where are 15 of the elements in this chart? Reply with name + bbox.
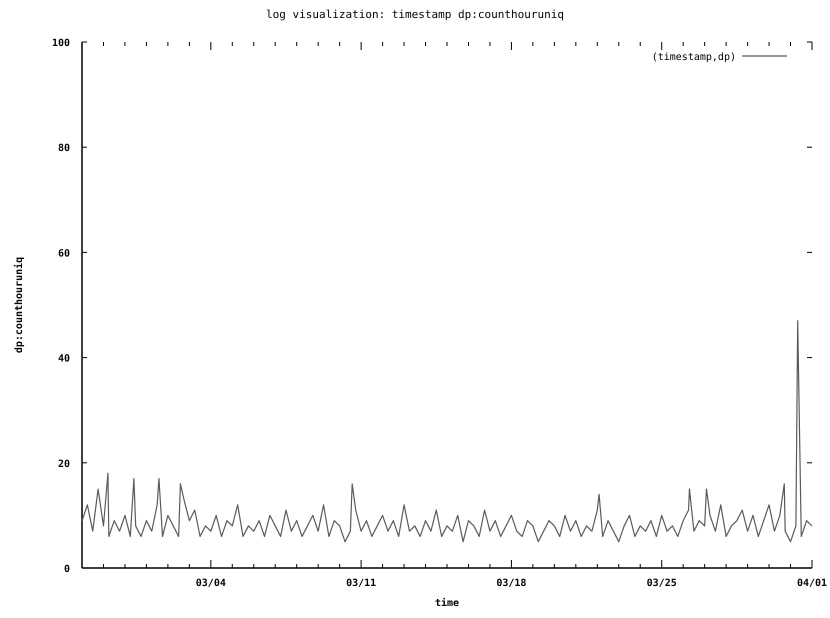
x-tick-label: 03/25 [646, 578, 677, 589]
legend-label: (timestamp,dp) [652, 52, 736, 63]
x-tick-label: 03/18 [496, 578, 526, 589]
y-tick-label: 60 [58, 248, 70, 260]
x-axis-title: time [434, 597, 460, 609]
y-tick-label: 20 [58, 458, 70, 470]
y-tick-label: 100 [52, 38, 70, 49]
chart-title: log visualization: timestamp dp:counthouruniq [266, 8, 564, 21]
x-tick-label: 03/11 [346, 578, 376, 589]
x-tick-label: 04/01 [796, 578, 828, 589]
y-axis-title: dp:counthouruniq [13, 256, 25, 354]
y-tick-label: 80 [58, 143, 70, 154]
y-tick-label: 0 [64, 564, 70, 575]
x-tick-label: 03/04 [196, 578, 226, 589]
y-tick-label: 40 [58, 354, 70, 365]
